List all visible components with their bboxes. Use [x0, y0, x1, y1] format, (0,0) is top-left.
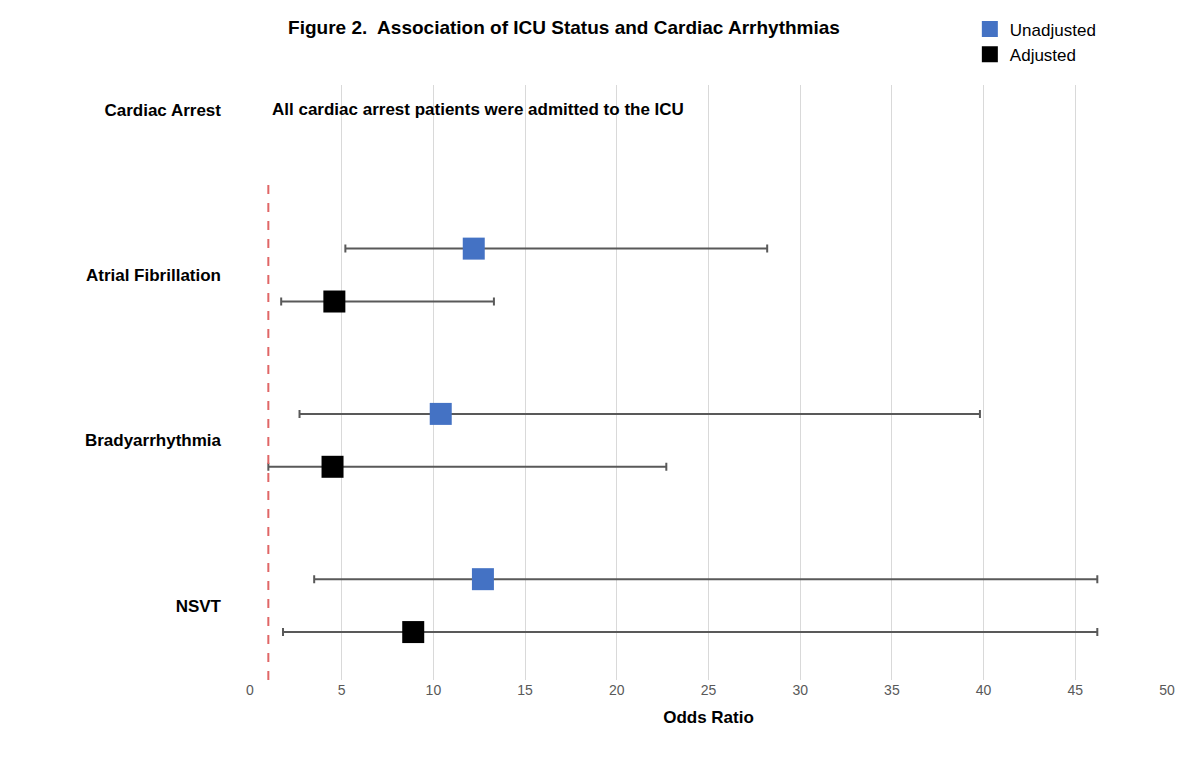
svg-text:NSVT: NSVT: [176, 597, 222, 616]
svg-text:10: 10: [426, 682, 442, 698]
svg-text:0: 0: [246, 682, 254, 698]
svg-text:15: 15: [517, 682, 533, 698]
svg-text:45: 45: [1068, 682, 1084, 698]
svg-text:50: 50: [1159, 682, 1175, 698]
svg-text:25: 25: [701, 682, 717, 698]
svg-text:Unadjusted: Unadjusted: [1010, 21, 1096, 40]
svg-text:20: 20: [609, 682, 625, 698]
svg-text:Odds Ratio: Odds Ratio: [663, 708, 754, 727]
svg-text:Bradyarrhythmia: Bradyarrhythmia: [85, 431, 222, 450]
svg-text:40: 40: [976, 682, 992, 698]
svg-text:Adjusted: Adjusted: [1010, 46, 1076, 65]
svg-text:All cardiac arrest patients we: All cardiac arrest patients were admitte…: [272, 100, 684, 119]
svg-text:Figure 2. Association of ICU: Figure 2. Association of ICU Status and …: [288, 17, 840, 38]
svg-text:Atrial Fibrillation: Atrial Fibrillation: [86, 266, 221, 285]
svg-text:35: 35: [884, 682, 900, 698]
svg-text:Cardiac Arrest: Cardiac Arrest: [104, 101, 221, 120]
svg-text:30: 30: [792, 682, 808, 698]
svg-text:5: 5: [338, 682, 346, 698]
